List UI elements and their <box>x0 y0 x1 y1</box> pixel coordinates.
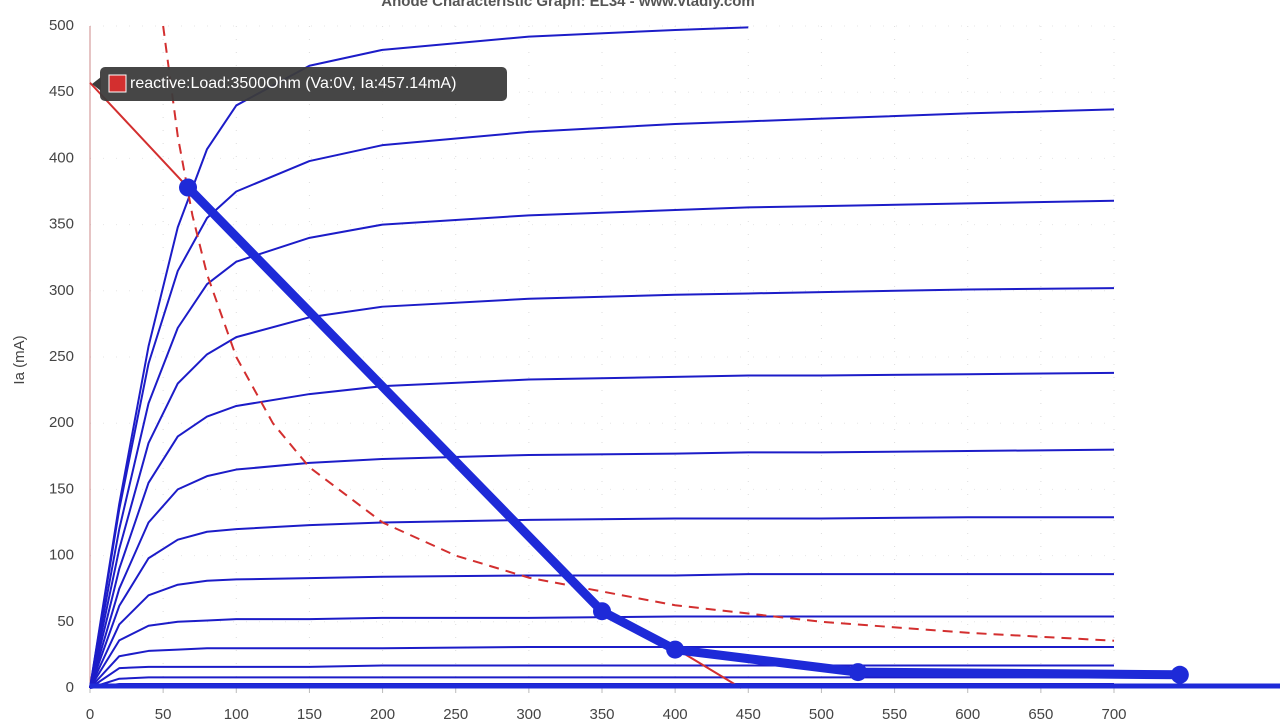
load-point <box>666 640 685 659</box>
x-tick-label: 100 <box>224 706 249 723</box>
x-tick-label: 350 <box>589 706 614 723</box>
y-tick-label: 300 <box>49 282 74 299</box>
x-tick-label: 300 <box>516 706 541 723</box>
x-tick-label: 550 <box>882 706 907 723</box>
y-tick-label: 150 <box>49 480 74 497</box>
x-tick-label: 600 <box>955 706 980 723</box>
anode-curve <box>89 573 1114 689</box>
anode-curve <box>89 287 1115 689</box>
anode-curve <box>89 108 1115 689</box>
x-tick-label: 500 <box>809 706 834 723</box>
x-tick-label: 450 <box>736 706 761 723</box>
tooltip-pointer <box>92 77 101 91</box>
load-point <box>849 663 867 682</box>
y-tick-label: 100 <box>49 547 74 564</box>
x-tick-label: 700 <box>1101 706 1126 723</box>
anode-curve <box>89 371 1115 689</box>
anode-curve <box>89 26 749 689</box>
tooltip-text: reactive:Load:3500Ohm (Va:0V, Ia:457.14m… <box>130 75 456 92</box>
y-tick-label: 400 <box>49 149 74 166</box>
load-point <box>1170 665 1189 684</box>
x-tick-label: 0 <box>86 706 94 723</box>
anode-curve <box>89 199 1115 689</box>
y-axis-label: Ia (mA) <box>11 335 28 384</box>
anode-curve <box>89 645 1114 689</box>
x-tick-label: 400 <box>663 706 688 723</box>
y-tick-label: 500 <box>49 17 74 34</box>
anode-curve <box>89 516 1114 689</box>
x-tick-label: 650 <box>1028 706 1053 723</box>
y-tick-label: 250 <box>49 348 74 365</box>
anode-curve <box>89 448 1115 689</box>
y-tick-label: 0 <box>66 679 74 696</box>
x-tick-label: 200 <box>370 706 395 723</box>
tooltip-box <box>100 67 507 101</box>
anode-curve <box>89 676 1114 689</box>
tooltip-swatch <box>108 74 127 93</box>
anode-curve <box>89 615 1114 689</box>
x-tick-label: 150 <box>297 706 322 723</box>
x-tick-label: 50 <box>155 706 172 723</box>
load-point <box>179 178 198 197</box>
load-point <box>593 602 611 621</box>
y-tick-label: 450 <box>49 83 74 100</box>
power-curve <box>162 25 1115 642</box>
x-tick-label: 250 <box>443 706 468 723</box>
y-tick-label: 50 <box>57 613 74 630</box>
load-line <box>184 184 1180 680</box>
y-tick-label: 200 <box>49 414 74 431</box>
chart-title: Anode Characteristic Graph: EL34 - www.v… <box>381 0 754 10</box>
y-tick-label: 350 <box>49 216 74 233</box>
